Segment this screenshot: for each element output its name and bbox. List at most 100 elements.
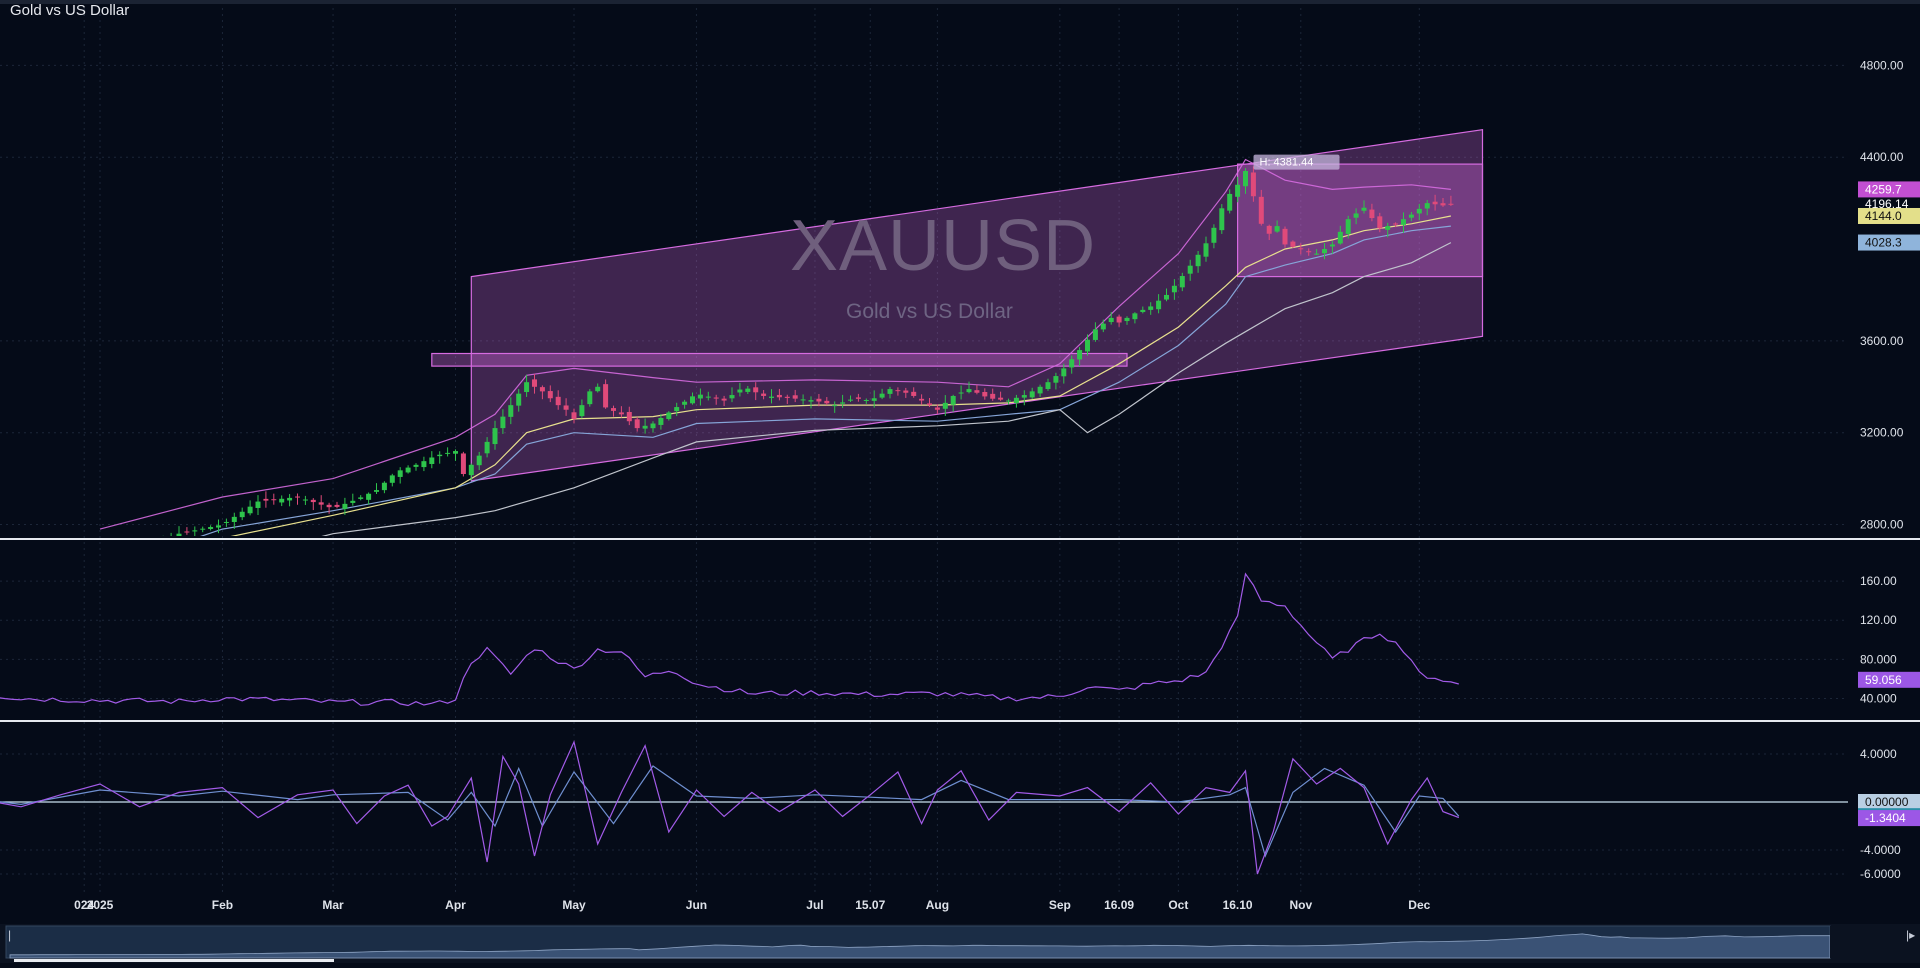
candle-body: [208, 527, 214, 529]
candle-body: [145, 545, 150, 547]
candle-body: [263, 498, 269, 501]
oscillator-tag-bg: [1858, 810, 1920, 827]
candle-body: [374, 490, 379, 492]
candle-body: [1227, 193, 1233, 211]
price-tag-label: 4144.0: [1865, 209, 1902, 223]
candle-body: [1235, 184, 1241, 197]
candle-body: [113, 556, 118, 558]
candle-body: [1061, 368, 1067, 377]
time-axis-tick: Sep: [1049, 898, 1071, 912]
candle-body: [176, 533, 182, 536]
candle-body: [855, 397, 861, 399]
candle-body: [1211, 227, 1217, 243]
candle-body: [279, 498, 285, 503]
candle-body: [421, 461, 427, 468]
candle-body: [1377, 216, 1383, 229]
candle-body: [919, 398, 925, 401]
candle-body: [942, 402, 948, 409]
candle-body: [650, 423, 656, 429]
candle-body: [405, 467, 411, 473]
channel-area: [470, 129, 1484, 482]
candle-body: [1124, 317, 1130, 322]
candle-body: [437, 454, 443, 457]
indicator-axis-tick: 160.00: [1860, 574, 1897, 588]
candle-body: [1069, 359, 1075, 368]
candle-body: [216, 525, 221, 528]
candle-body: [82, 562, 87, 565]
signal-line: [0, 765, 1460, 858]
candle-body: [666, 412, 672, 419]
candle-body: [74, 563, 79, 565]
candle-body: [1021, 395, 1027, 398]
high-marker-label: H: 4381.44: [1260, 157, 1314, 169]
candle-body: [1164, 294, 1169, 300]
time-axis-tick: Dec: [1408, 898, 1430, 912]
price-axis-tick: 4800.00: [1860, 58, 1904, 72]
watermark-description: Gold vs US Dollar: [846, 300, 1013, 323]
candle-body: [729, 395, 735, 399]
candle-body: [492, 428, 498, 445]
candle-body: [413, 464, 419, 467]
candle-body: [1029, 391, 1035, 398]
candle-body: [532, 379, 537, 387]
indicator-axis-tick: 40.000: [1860, 691, 1897, 705]
candle-body: [1282, 228, 1288, 245]
candle-body: [223, 521, 229, 523]
candle-body: [397, 470, 403, 477]
candle-body: [271, 499, 277, 501]
candle-body: [958, 392, 964, 394]
candle-body: [1258, 196, 1264, 224]
candle-body: [1187, 265, 1193, 274]
candle-body: [500, 416, 506, 429]
price-tag-label: 4196.14: [1865, 197, 1909, 211]
scroll-left-handle[interactable]: |: [8, 928, 12, 942]
candle-body: [769, 396, 774, 398]
price-axis-tick: 2800.00: [1860, 518, 1904, 532]
oscillator-tag-label: -1.3404: [1865, 811, 1906, 825]
candle-body: [840, 402, 846, 404]
candle-body: [966, 389, 972, 393]
candle-body: [555, 396, 561, 406]
candle-body: [1290, 241, 1296, 247]
candle-body: [934, 407, 940, 410]
candle-body: [721, 398, 727, 401]
scroll-right-button[interactable]: |▸: [1906, 928, 1916, 942]
candle-body: [658, 418, 664, 425]
candle-body: [626, 411, 632, 422]
candle-body: [1250, 172, 1256, 197]
candle-body: [508, 405, 514, 417]
candle-body: [571, 412, 577, 419]
indicator-value-label: 59.056: [1865, 673, 1902, 687]
candle-body: [1203, 243, 1209, 257]
candle-body: [1077, 350, 1083, 360]
candle-body: [1156, 300, 1162, 310]
candle-body: [1361, 207, 1367, 211]
price-axis-tick: 3600.00: [1860, 334, 1904, 348]
candle-body: [911, 391, 917, 396]
oscillator-axis-tick: -4.0000: [1860, 843, 1901, 857]
time-axis-tick: 16.10: [1223, 898, 1253, 912]
candle-body: [453, 451, 458, 454]
candle-body: [1298, 248, 1304, 250]
candle-body: [642, 425, 648, 429]
candle-body: [982, 392, 988, 397]
candle-body: [1085, 339, 1090, 352]
time-axis-tick: Feb: [212, 898, 233, 912]
candle-body: [832, 405, 838, 407]
candle-body: [903, 390, 909, 393]
candle-body: [358, 497, 364, 499]
indicator-axis-tick: 120.00: [1860, 613, 1897, 627]
time-axis-tick: Oct: [1168, 898, 1188, 912]
candle-body: [1345, 219, 1351, 234]
candle-body: [129, 550, 134, 555]
candle-body: [990, 393, 996, 399]
candle-body: [848, 399, 853, 401]
oscillator-tag-label: 0.00000: [1865, 795, 1909, 809]
chart-title: Gold vs US Dollar: [10, 2, 130, 19]
candle-body: [697, 394, 703, 399]
candle-body: [1045, 382, 1051, 390]
candle-body: [784, 396, 790, 398]
time-axis-tick: Jun: [686, 898, 707, 912]
